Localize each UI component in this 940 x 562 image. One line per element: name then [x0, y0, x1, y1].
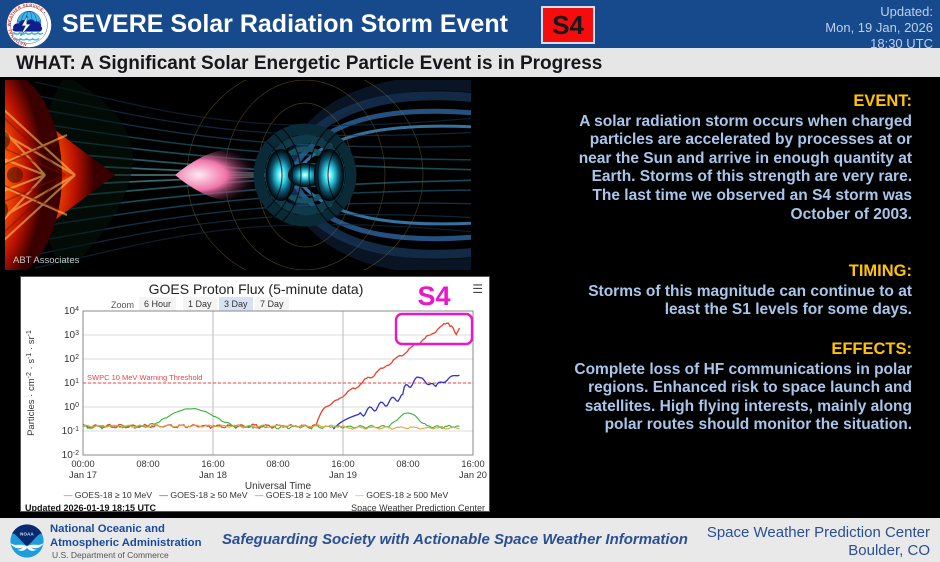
- svg-text:00:00: 00:00: [71, 459, 94, 469]
- svg-text:S4: S4: [417, 281, 450, 311]
- svg-text:Jan 19: Jan 19: [329, 470, 357, 480]
- svg-text:104: 104: [64, 306, 79, 318]
- svg-text:08:00: 08:00: [396, 459, 419, 469]
- svg-text:16:00: 16:00: [201, 459, 224, 469]
- svg-text:103: 103: [64, 330, 79, 342]
- svg-text:102: 102: [64, 354, 79, 366]
- svg-text:08:00: 08:00: [136, 459, 159, 469]
- svg-text:101: 101: [64, 378, 79, 390]
- svg-text:NOAA: NOAA: [20, 532, 34, 537]
- svg-text:ABT Associates: ABT Associates: [13, 255, 80, 266]
- svg-text:Jan 17: Jan 17: [69, 470, 97, 480]
- svg-text:16:00: 16:00: [461, 459, 484, 469]
- svg-text:SWPC 10 MeV Warning Threshold: SWPC 10 MeV Warning Threshold: [87, 373, 202, 382]
- svg-text:08:00: 08:00: [266, 459, 289, 469]
- svg-text:Jan 18: Jan 18: [199, 470, 227, 480]
- svg-text:Particles · cm-2 · s-1 · sr-1: Particles · cm-2 · s-1 · sr-1: [26, 330, 38, 436]
- svg-text:10-1: 10-1: [62, 426, 79, 438]
- svg-text:16:00: 16:00: [331, 459, 354, 469]
- svg-text:100: 100: [64, 402, 79, 414]
- svg-text:Jan 20: Jan 20: [459, 470, 487, 480]
